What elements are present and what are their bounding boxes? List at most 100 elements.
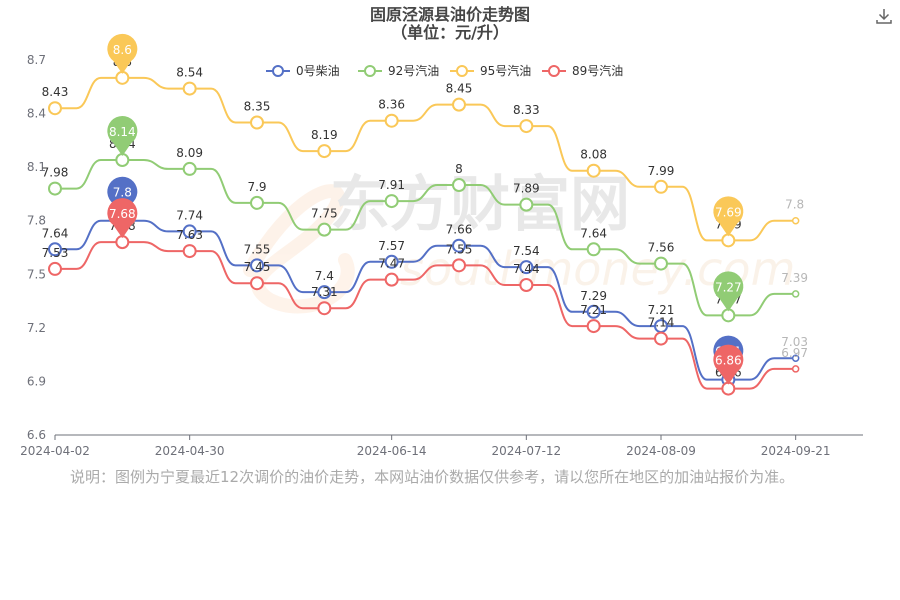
data-label: 8.08 xyxy=(580,148,607,162)
y-tick-label: 6.6 xyxy=(27,428,46,442)
data-point xyxy=(452,97,466,112)
min-pin: 7.69 xyxy=(713,196,744,237)
max-pin-shape xyxy=(107,198,138,239)
series-line xyxy=(55,76,796,242)
legend-marker xyxy=(456,65,468,77)
y-tick-label: 7.8 xyxy=(27,214,46,228)
data-label: 7.21 xyxy=(648,303,675,317)
data-label: 7.8 xyxy=(785,198,804,212)
data-label: 7.98 xyxy=(42,166,69,180)
legend-marker xyxy=(548,65,560,77)
data-label: 7.55 xyxy=(244,242,271,256)
data-point xyxy=(519,119,534,134)
data-label: 7.91 xyxy=(378,178,405,192)
data-point xyxy=(384,113,399,128)
x-tick-label: 2024-07-12 xyxy=(491,444,561,458)
pin-layer: 7.86.918.147.278.67.697.686.86 xyxy=(107,33,744,385)
data-point xyxy=(791,354,800,362)
series-line xyxy=(55,159,796,317)
data-point xyxy=(250,258,264,273)
data-label: 6.97 xyxy=(781,346,808,360)
max-pin: 8.6 xyxy=(107,33,138,74)
data-point xyxy=(791,365,800,373)
data-point xyxy=(317,144,332,159)
chart-title: 固原泾源县油价走势图 xyxy=(370,5,530,24)
legend-label: 92号汽油 xyxy=(388,63,439,78)
min-pin-shape xyxy=(713,271,744,312)
data-label: 7.29 xyxy=(580,289,607,303)
data-point xyxy=(182,81,197,96)
max-pin-shape xyxy=(107,33,138,74)
series-line xyxy=(55,219,796,381)
data-label: 7.56 xyxy=(648,241,675,255)
data-label: 7.9 xyxy=(247,180,266,194)
download-icon[interactable] xyxy=(874,6,894,26)
watermark-cn-text: 东方财富网 xyxy=(330,170,630,240)
data-point xyxy=(452,178,466,192)
data-label: 8.19 xyxy=(311,128,338,142)
data-label: 7.14 xyxy=(648,316,675,330)
min-pin: 6.86 xyxy=(713,344,744,385)
data-label: 7.89 xyxy=(513,182,540,196)
data-point xyxy=(384,254,399,269)
legend: 0号柴油 92号汽油 95号汽油 89号汽油 xyxy=(266,63,623,78)
data-label: 7.53 xyxy=(42,246,69,260)
data-label: 7.31 xyxy=(311,285,338,299)
chart-note: 说明：图例为宁夏最近12次调价的油价走势，本网站油价数据仅供参考，请以您所在地区… xyxy=(70,468,795,486)
chart-subtitle: （单位：元/升） xyxy=(391,23,509,42)
data-point xyxy=(654,256,668,271)
data-point xyxy=(317,301,332,316)
data-point xyxy=(586,242,601,257)
max-pin: 7.68 xyxy=(107,198,138,239)
legend-label: 95号汽油 xyxy=(480,63,531,78)
max-pin-label: 7.68 xyxy=(109,207,136,221)
data-label: 7.45 xyxy=(244,260,271,274)
max-pin: 7.8 xyxy=(107,176,138,217)
data-point xyxy=(791,216,800,225)
x-tick-label: 2024-04-30 xyxy=(155,444,225,458)
x-tick-label: 2024-04-02 xyxy=(20,444,90,458)
data-label: 8.43 xyxy=(42,85,69,99)
max-pin: 8.14 xyxy=(107,116,138,156)
data-label: 7.74 xyxy=(176,208,203,222)
min-pin-shape xyxy=(713,196,744,237)
min-pin-label: 6.86 xyxy=(715,354,742,368)
data-point xyxy=(250,276,264,291)
x-tick-label: 2024-09-21 xyxy=(761,444,831,458)
data-point xyxy=(519,197,534,212)
data-point xyxy=(317,285,332,300)
data-label: 8.35 xyxy=(244,100,271,114)
max-pin-label: 8.6 xyxy=(113,43,132,57)
data-point xyxy=(384,272,399,287)
data-label: 7.99 xyxy=(648,164,675,178)
data-point xyxy=(48,181,62,196)
y-tick-label: 6.9 xyxy=(27,374,46,388)
data-point xyxy=(182,224,197,239)
data-point xyxy=(452,238,466,253)
data-label: 8.09 xyxy=(176,146,203,160)
data-point xyxy=(791,290,800,298)
data-point xyxy=(654,331,668,346)
min-pin-shape xyxy=(713,344,744,385)
data-point xyxy=(586,163,601,178)
data-label: 7.66 xyxy=(446,223,473,237)
data-label: 7.4 xyxy=(315,269,334,283)
data-point xyxy=(519,278,534,292)
data-label: 7.44 xyxy=(513,262,540,276)
legend-marker xyxy=(272,65,284,77)
y-tick-label: 8.4 xyxy=(27,107,46,121)
min-pin: 7.27 xyxy=(713,271,744,312)
data-point xyxy=(48,242,62,257)
max-pin-label: 8.14 xyxy=(109,125,136,139)
data-point xyxy=(654,179,668,194)
max-pin-shape xyxy=(107,176,138,217)
y-tick-label: 7.2 xyxy=(27,321,46,335)
data-label: 7.55 xyxy=(446,242,473,256)
data-label: 7.03 xyxy=(781,335,808,349)
data-point xyxy=(317,222,332,237)
max-pin-label: 7.8 xyxy=(113,186,132,200)
legend-label: 0号柴油 xyxy=(296,64,340,78)
data-point xyxy=(384,194,399,209)
data-label: 7.39 xyxy=(781,271,808,285)
y-tick-label: 7.5 xyxy=(27,267,46,281)
